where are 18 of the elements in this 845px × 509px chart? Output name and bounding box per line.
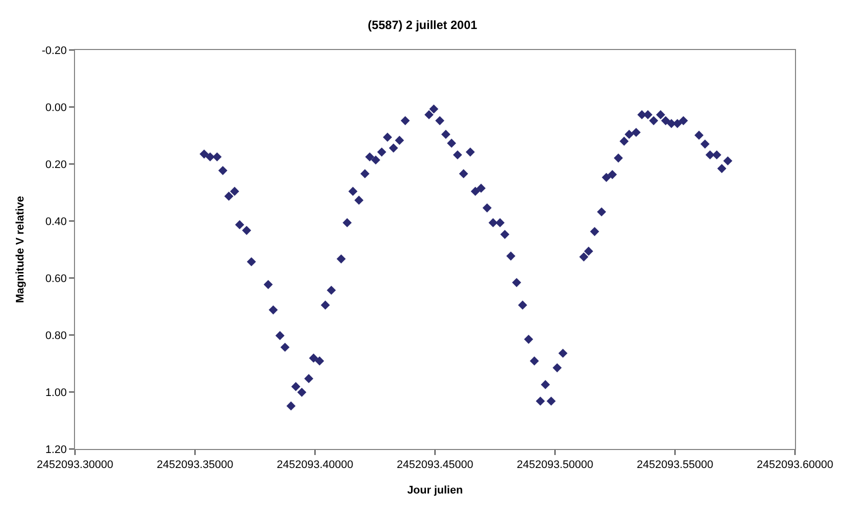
x-tick-label: 2452093.35000 [156,459,234,472]
x-tick-label: 2452093.40000 [276,459,354,472]
x-tick-label: 2452093.30000 [36,459,114,472]
x-tick-label: 2452093.45000 [396,459,474,472]
y-axis-title: Magnitude V relative [14,196,26,303]
x-tick-label: 2452093.55000 [636,459,714,472]
y-tick-label: -0.20 [42,44,67,57]
x-axis-title: Jour julien [407,484,464,496]
y-tick-label: 0.40 [45,216,67,228]
chart-title: (5587) 2 juillet 2001 [368,18,478,32]
y-tick-label: 1.20 [45,444,67,456]
x-tick-label: 2452093.50000 [516,459,594,472]
y-tick-label: 0.80 [45,330,67,342]
y-tick-label: 0.60 [45,272,67,285]
x-tick-label: 2452093.60000 [756,459,834,472]
y-tick-label: 1.00 [45,386,67,399]
y-tick-label: 0.20 [45,158,67,171]
y-tick-label: 0.00 [45,102,67,114]
